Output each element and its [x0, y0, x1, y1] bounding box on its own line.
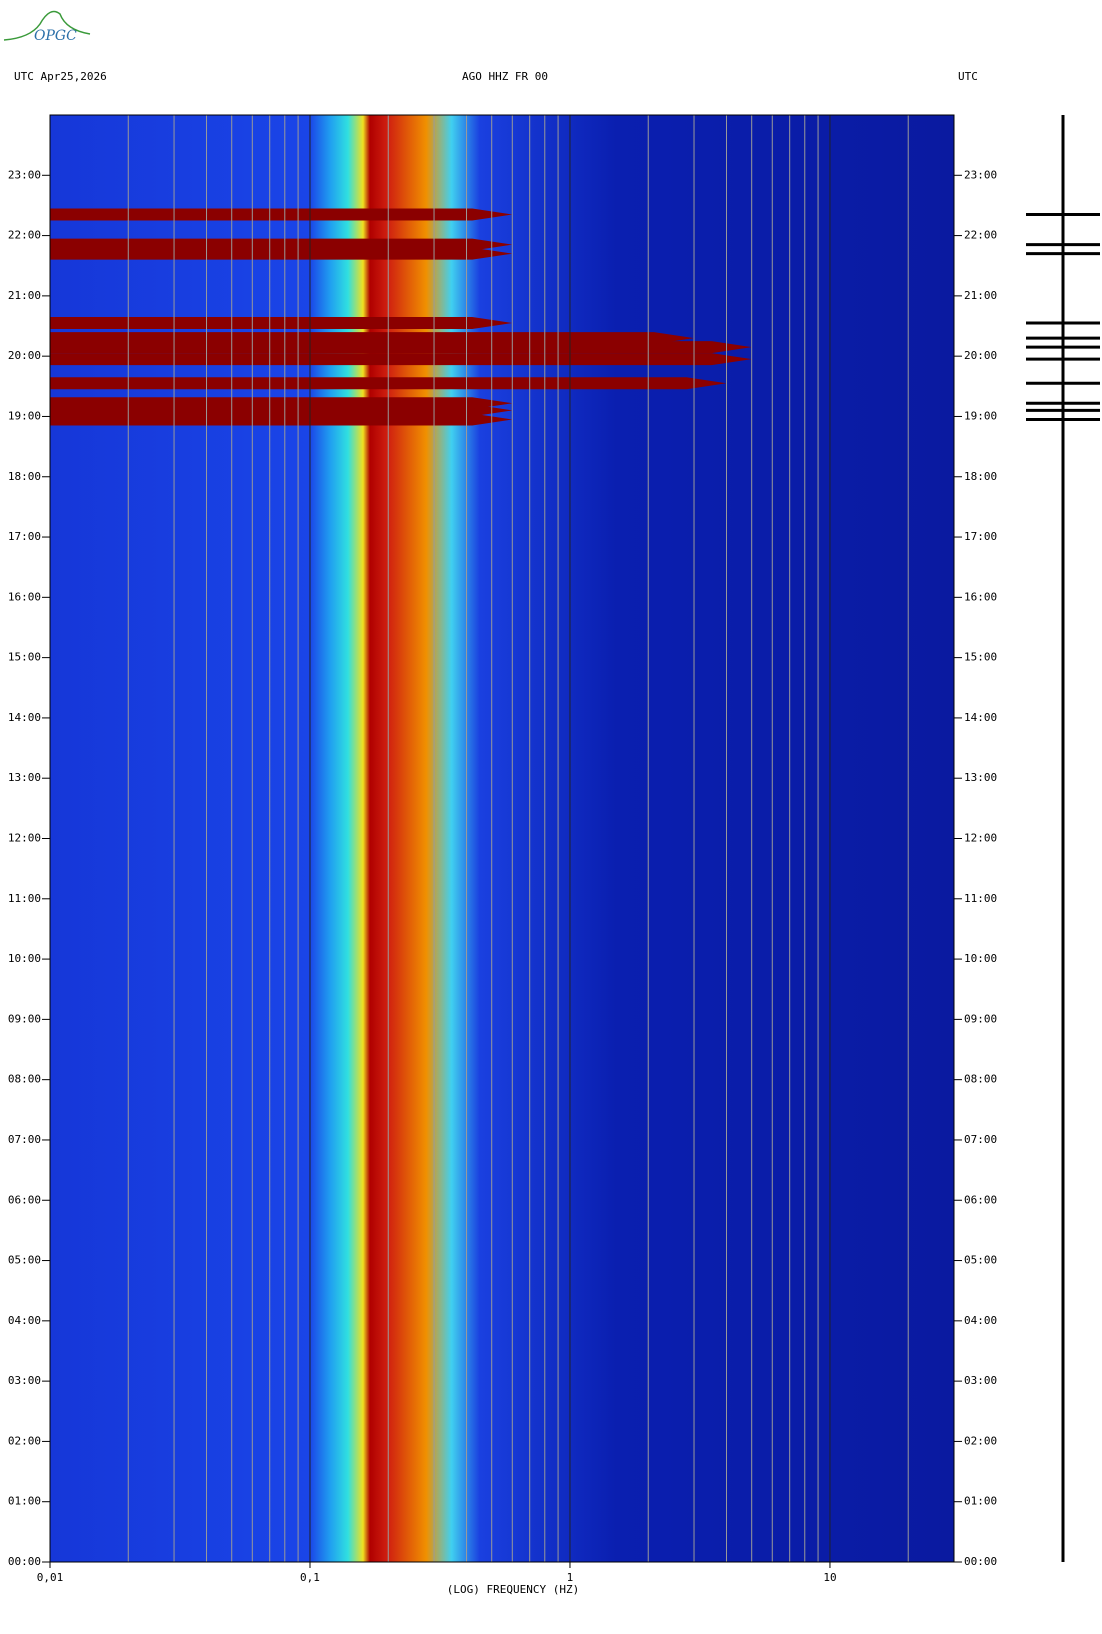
- y-tick-label: 21:00: [8, 289, 41, 302]
- y-tick-label-right: 06:00: [964, 1193, 997, 1206]
- y-tick-label: 03:00: [8, 1374, 41, 1387]
- y-tick-label: 10:00: [8, 952, 41, 965]
- y-tick-label-right: 23:00: [964, 168, 997, 181]
- y-tick-label-right: 01:00: [964, 1495, 997, 1508]
- y-tick-label-right: 02:00: [964, 1434, 997, 1447]
- y-tick-label: 01:00: [8, 1495, 41, 1508]
- event-band: [50, 317, 513, 330]
- y-tick-label: 20:00: [8, 349, 41, 362]
- y-tick-label-right: 17:00: [964, 530, 997, 543]
- y-tick-label: 19:00: [8, 409, 41, 422]
- event-band: [50, 341, 752, 354]
- y-tick-label-right: 09:00: [964, 1012, 997, 1025]
- y-tick-label: 15:00: [8, 651, 41, 664]
- y-tick-label: 00:00: [8, 1555, 41, 1568]
- y-tick-label: 11:00: [8, 892, 41, 905]
- title-right: UTC: [958, 70, 978, 83]
- y-tick-label-right: 18:00: [964, 470, 997, 483]
- y-tick-label-right: 15:00: [964, 651, 997, 664]
- x-tick-label: 10: [823, 1571, 836, 1584]
- logo: OPGC: [34, 28, 77, 44]
- event-band: [50, 208, 513, 221]
- event-band: [50, 353, 752, 366]
- y-tick-label-right: 21:00: [964, 289, 997, 302]
- x-tick-label: 1: [567, 1571, 574, 1584]
- logo-swoosh: [3, 10, 91, 41]
- event-band: [50, 397, 513, 410]
- y-tick-label: 07:00: [8, 1133, 41, 1146]
- y-tick-label-right: 10:00: [964, 952, 997, 965]
- event-band: [50, 413, 513, 426]
- y-tick-label-right: 07:00: [964, 1133, 997, 1146]
- x-axis-label: (LOG) FREQUENCY (HZ): [447, 1583, 579, 1596]
- y-tick-label-right: 08:00: [964, 1073, 997, 1086]
- event-band: [50, 332, 695, 345]
- y-tick-label: 04:00: [8, 1314, 41, 1327]
- y-tick-label: 23:00: [8, 168, 41, 181]
- event-band: [50, 238, 513, 251]
- y-tick-label-right: 11:00: [964, 892, 997, 905]
- y-tick-label: 18:00: [8, 470, 41, 483]
- y-tick-label-right: 04:00: [964, 1314, 997, 1327]
- y-tick-label: 22:00: [8, 229, 41, 242]
- y-tick-label: 14:00: [8, 711, 41, 724]
- y-tick-label: 16:00: [8, 590, 41, 603]
- event-band: [50, 247, 513, 260]
- chart-title: AGO HHZ FR 00: [462, 70, 548, 83]
- y-tick-label: 13:00: [8, 771, 41, 784]
- y-tick-label-right: 13:00: [964, 771, 997, 784]
- y-tick-label-right: 00:00: [964, 1555, 997, 1568]
- y-tick-label: 08:00: [8, 1073, 41, 1086]
- y-tick-label-right: 05:00: [964, 1254, 997, 1267]
- y-tick-label: 09:00: [8, 1012, 41, 1025]
- y-tick-label-right: 12:00: [964, 832, 997, 845]
- y-tick-label: 02:00: [8, 1434, 41, 1447]
- y-tick-label-right: 16:00: [964, 590, 997, 603]
- y-tick-label-right: 20:00: [964, 349, 997, 362]
- plot-frame: [49, 114, 955, 1563]
- y-tick-label: 12:00: [8, 832, 41, 845]
- y-tick-label: 17:00: [8, 530, 41, 543]
- y-tick-label-right: 14:00: [964, 711, 997, 724]
- y-tick-label: 06:00: [8, 1193, 41, 1206]
- y-tick-label-right: 22:00: [964, 229, 997, 242]
- x-tick-label: 0,01: [37, 1571, 64, 1584]
- title-left: UTC Apr25,2026: [14, 70, 107, 83]
- y-tick-label-right: 03:00: [964, 1374, 997, 1387]
- y-tick-label-right: 19:00: [964, 409, 997, 422]
- x-tick-label: 0,1: [300, 1571, 320, 1584]
- y-tick-label: 05:00: [8, 1254, 41, 1267]
